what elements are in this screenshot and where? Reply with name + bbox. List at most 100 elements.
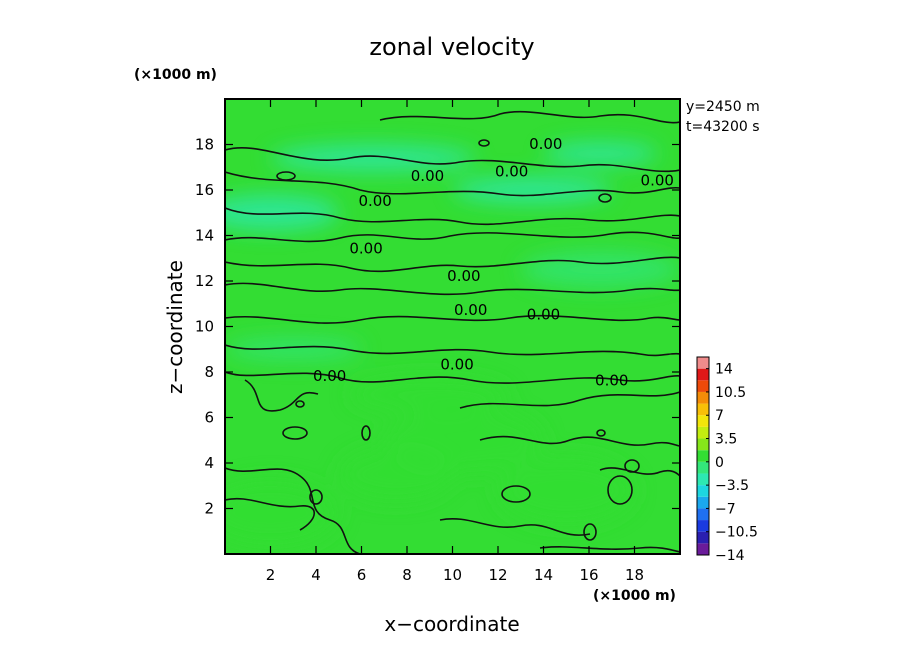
contour-label: 0.00 — [529, 135, 562, 153]
contour-loop — [276, 171, 296, 181]
contour-loop — [361, 425, 371, 441]
x-tick-label: 4 — [311, 566, 321, 584]
y-tick-label: 4 — [204, 454, 214, 472]
contour-loop — [309, 489, 323, 505]
field-blob — [543, 142, 658, 165]
field-blob — [338, 447, 453, 502]
contour-label: 0.00 — [440, 356, 473, 374]
x-axis-label: x−coordinate — [384, 612, 519, 636]
contour-line — [439, 518, 591, 536]
info-line-1: y=2450 m — [686, 99, 760, 115]
field-blob — [350, 376, 510, 413]
colorbar-tick-label: 7 — [715, 408, 724, 424]
colorbar-swatch — [697, 357, 709, 369]
contour-line — [244, 379, 319, 412]
contour-line — [225, 497, 316, 531]
field-blob — [498, 456, 635, 525]
contour-loop — [596, 429, 606, 437]
contour-loop — [607, 475, 633, 505]
colorbar-swatch — [697, 391, 709, 404]
contour-line — [225, 467, 361, 554]
y-unit-label: (×1000 m) — [134, 67, 217, 83]
y-tick-label: 14 — [195, 227, 214, 245]
contour-label: 0.00 — [447, 267, 480, 285]
colorbar-swatch — [697, 473, 709, 486]
colorbar-swatch — [697, 543, 709, 555]
colorbar-swatch — [697, 426, 709, 439]
colorbar-swatch — [697, 450, 709, 462]
colorbar-swatch — [697, 380, 709, 392]
y-tick-label: 10 — [195, 318, 214, 336]
field-blob — [270, 144, 476, 172]
contour-loop — [478, 139, 490, 147]
x-tick-label: 16 — [579, 566, 598, 584]
contour-loop — [501, 485, 531, 503]
info-line-2: t=43200 s — [686, 119, 760, 135]
colorbar-tick-label: 3.5 — [715, 432, 737, 448]
contour-labels: 0.000.00 0.000.000.000.000.000.00 0.000.00… — [313, 135, 674, 390]
contour-label: 0.00 — [641, 171, 674, 189]
colorbar-swatch — [697, 461, 709, 474]
y-tick-label: 18 — [195, 136, 214, 154]
contour-label: 0.00 — [527, 306, 560, 324]
colorbar-tick-label: −10.5 — [715, 525, 758, 541]
colorbar-swatch — [697, 368, 709, 381]
colorbar-frame — [696, 356, 710, 556]
contour-label: 0.00 — [454, 301, 487, 319]
x-tick-label: 8 — [402, 566, 412, 584]
contour-line — [225, 344, 680, 357]
contour-line — [459, 391, 680, 409]
contour-line — [225, 207, 680, 226]
contour-line — [225, 231, 680, 243]
contour-label: 0.00 — [313, 367, 346, 385]
x-unit-label: (×1000 m) — [593, 588, 676, 604]
contour-loop — [583, 523, 597, 541]
field-blob — [225, 194, 339, 231]
colorbar-swatch — [697, 415, 709, 427]
contour-loop — [295, 400, 305, 408]
contour-line — [225, 147, 680, 173]
y-axis-ticks: 2 4 6 8 10 12 14 16 18 — [195, 136, 680, 518]
colorbar-tick-label: 10.5 — [715, 385, 746, 401]
colorbar-tick-label: −7 — [715, 501, 736, 517]
contour-line — [599, 467, 680, 477]
contour-label: 0.00 — [411, 167, 444, 185]
y-tick-label: 6 — [204, 409, 214, 427]
colorbar: 14 10.5 7 3.5 0 −3.5 −7 −10.5 −14 — [696, 356, 758, 564]
colorbar-tick-label: 0 — [715, 455, 724, 471]
x-tick-label: 14 — [534, 566, 553, 584]
x-tick-label: 2 — [266, 566, 276, 584]
contour-line — [225, 371, 680, 384]
x-tick-label: 18 — [625, 566, 644, 584]
contour-line — [225, 314, 680, 324]
y-axis-label: z−coordinate — [163, 260, 187, 394]
y-tick-label: 2 — [204, 500, 214, 518]
colorbar-tick-label: −3.5 — [715, 478, 749, 494]
colorbar-swatch — [697, 508, 709, 521]
field-blob — [520, 251, 680, 288]
y-tick-label: 16 — [195, 181, 214, 199]
colorbar-swatch — [697, 496, 709, 509]
x-axis-ticks: 2 4 6 8 10 12 14 16 18 — [266, 99, 644, 584]
colorbar-swatch — [697, 485, 709, 497]
contour-label: 0.00 — [495, 162, 528, 180]
plot-area: 0.000.00 0.000.000.000.000.000.00 0.000.00… — [195, 98, 681, 584]
x-tick-label: 12 — [488, 566, 507, 584]
colorbar-swatch — [697, 520, 709, 532]
x-tick-label: 10 — [443, 566, 462, 584]
colorbar-tick-label: 14 — [715, 362, 733, 378]
contour-label: 0.00 — [595, 372, 628, 390]
x-tick-label: 6 — [357, 566, 367, 584]
colorbar-swatch — [697, 531, 709, 544]
contour-line — [379, 110, 680, 124]
velocity-field — [225, 99, 680, 554]
contour-line — [225, 171, 680, 197]
chart-title: zonal velocity — [369, 33, 534, 61]
field-blob — [452, 176, 612, 204]
contour-label: 0.00 — [349, 240, 382, 258]
contour-line — [479, 435, 680, 447]
colorbar-tick-label: −14 — [715, 548, 745, 564]
y-tick-label: 8 — [204, 363, 214, 381]
contour-loop — [624, 459, 640, 473]
